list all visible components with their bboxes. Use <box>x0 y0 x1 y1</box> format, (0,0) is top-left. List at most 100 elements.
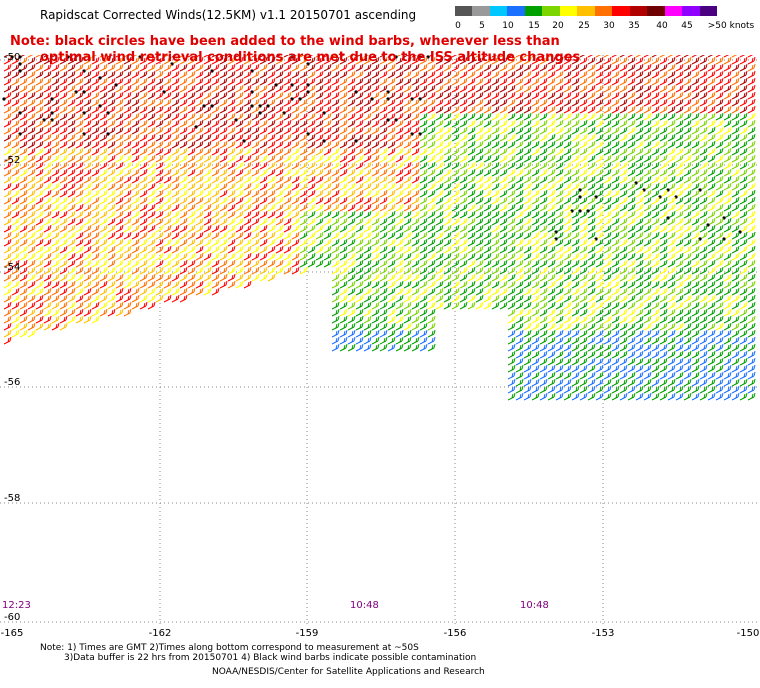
wind-barb <box>739 322 748 331</box>
wind-barb <box>643 154 652 163</box>
wind-barb <box>419 119 428 128</box>
wind-barb <box>555 210 564 219</box>
wind-barb <box>283 55 290 58</box>
wind-barb <box>531 224 540 233</box>
wind-barb <box>563 294 572 303</box>
wind-barb <box>515 280 524 289</box>
wind-barb <box>131 70 140 79</box>
wind-barb <box>163 161 172 170</box>
wind-barb <box>675 77 684 86</box>
wind-barb <box>747 315 756 324</box>
wind-barb <box>427 336 436 345</box>
wind-barb <box>675 63 684 72</box>
wind-barb <box>363 238 372 247</box>
wind-barb <box>483 140 492 149</box>
wind-barb <box>35 126 44 135</box>
wind-barb <box>395 217 404 226</box>
wind-barb <box>51 161 60 170</box>
wind-barb <box>731 140 740 149</box>
wind-barb <box>731 245 740 254</box>
wind-barb <box>547 357 556 366</box>
wind-barb <box>555 322 564 331</box>
wind-barb <box>291 154 300 163</box>
wind-barb <box>155 266 164 275</box>
wind-barb <box>507 126 516 135</box>
wind-barb <box>283 231 292 240</box>
wind-barb <box>59 231 68 240</box>
wind-barb <box>443 105 452 114</box>
wind-barb <box>459 196 468 205</box>
wind-barb <box>603 350 612 359</box>
wind-barb <box>275 91 284 100</box>
wind-barb <box>107 259 116 268</box>
wind-barb <box>547 189 556 198</box>
wind-barb <box>91 98 100 107</box>
wind-barb <box>747 308 756 317</box>
wind-barb <box>531 378 540 387</box>
wind-barb <box>619 126 628 135</box>
wind-barb <box>331 105 340 114</box>
wind-barb <box>683 385 692 394</box>
wind-barb <box>539 287 548 296</box>
wind-barb <box>739 231 748 240</box>
wind-barb <box>339 140 348 149</box>
wind-barb <box>35 245 44 254</box>
wind-barb <box>283 224 292 233</box>
wind-barb <box>155 140 164 149</box>
wind-barb <box>67 84 76 93</box>
wind-barb <box>571 210 580 219</box>
wind-barb <box>3 126 12 135</box>
wind-barb <box>659 378 668 387</box>
wind-barb <box>195 55 202 58</box>
wind-barb <box>187 105 196 114</box>
wind-barb <box>227 182 236 191</box>
wind-barb <box>611 280 620 289</box>
wind-barb <box>675 308 684 317</box>
wind-barb <box>419 154 428 163</box>
wind-barb <box>11 287 20 296</box>
wind-barb <box>483 154 492 163</box>
wind-barb <box>379 112 388 121</box>
wind-barb <box>283 259 292 268</box>
wind-barb <box>691 119 700 128</box>
wind-barb <box>43 98 52 107</box>
wind-barb <box>531 91 540 100</box>
wind-barb <box>643 259 652 268</box>
wind-barb <box>19 161 28 170</box>
wind-barb <box>267 182 276 191</box>
legend-swatch <box>699 6 718 16</box>
wind-barb <box>619 273 628 282</box>
wind-barb <box>235 63 244 72</box>
wind-barb <box>555 63 564 72</box>
wind-barb <box>563 378 572 387</box>
wind-barb <box>339 112 348 121</box>
wind-barb <box>499 105 508 114</box>
wind-barb <box>211 168 220 177</box>
wind-barb <box>219 273 228 282</box>
wind-barb <box>211 112 220 121</box>
wind-barb <box>179 126 188 135</box>
wind-barb <box>171 91 180 100</box>
wind-barb <box>563 147 572 156</box>
legend-label: 0 <box>455 21 461 31</box>
wind-barb <box>747 210 756 219</box>
wind-barb <box>107 252 116 261</box>
wind-barb <box>339 182 348 191</box>
wind-barb <box>243 280 252 289</box>
wind-barb <box>67 168 76 177</box>
wind-barb <box>99 224 108 233</box>
wind-barb <box>715 287 724 296</box>
wind-barb <box>699 371 708 380</box>
wind-barb <box>331 329 340 338</box>
wind-barb <box>51 217 60 226</box>
wind-barb <box>27 273 36 282</box>
lat-label: -56 <box>4 377 21 388</box>
wind-barb <box>691 182 700 191</box>
wind-barb <box>563 322 572 331</box>
wind-barb <box>667 70 676 79</box>
wind-barb <box>531 315 540 324</box>
wind-barb <box>579 119 588 128</box>
wind-barb <box>307 91 316 100</box>
wind-barb <box>531 70 540 79</box>
wind-barb <box>171 203 180 212</box>
